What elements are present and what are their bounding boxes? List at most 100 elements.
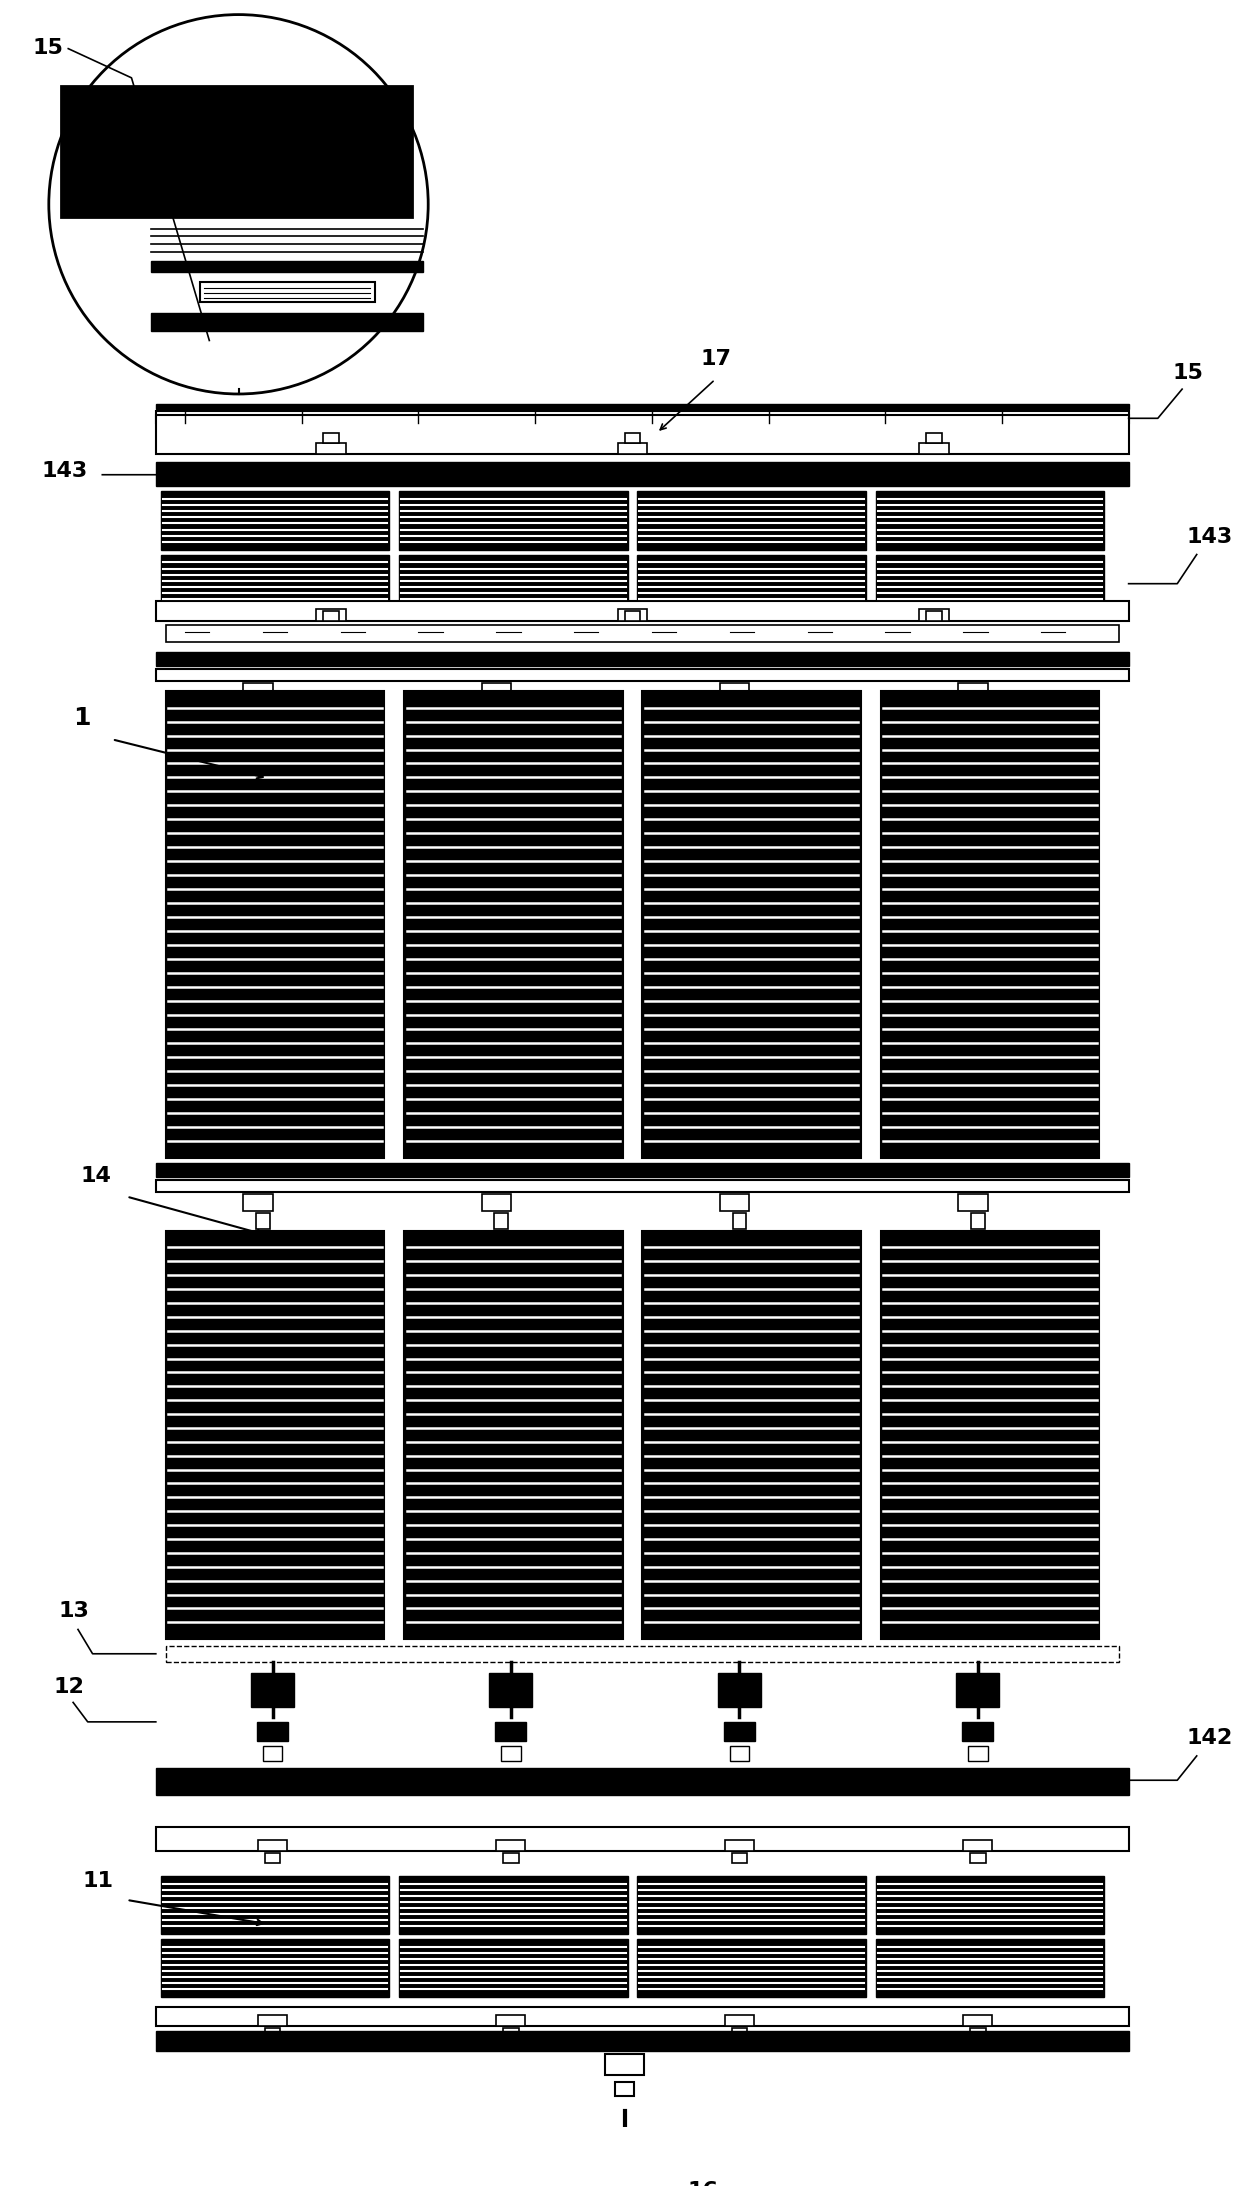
Bar — [61, 85, 412, 216]
Bar — [265, 1854, 280, 1862]
Bar — [166, 691, 384, 1159]
Bar — [725, 2015, 754, 2026]
Text: 13: 13 — [59, 1600, 89, 1620]
Bar — [243, 682, 272, 700]
Bar — [156, 2031, 1128, 2050]
Bar — [638, 555, 866, 612]
Text: 14: 14 — [80, 1165, 112, 1187]
Bar — [956, 1672, 999, 1707]
Bar — [399, 1876, 628, 1935]
Text: 15: 15 — [33, 37, 63, 57]
Bar — [166, 1231, 384, 1640]
Bar — [617, 610, 648, 621]
Bar — [399, 555, 628, 612]
Bar — [926, 433, 941, 442]
Bar — [617, 442, 648, 455]
Bar — [323, 433, 339, 442]
Bar — [971, 702, 985, 717]
Text: 12: 12 — [54, 1677, 84, 1696]
Bar — [404, 1231, 622, 1640]
Bar — [920, 610, 949, 621]
Text: 142: 142 — [1187, 1729, 1234, 1749]
Bar — [876, 492, 1104, 549]
Bar — [243, 1194, 272, 1211]
Bar — [643, 1231, 861, 1640]
Text: 15: 15 — [1172, 363, 1204, 383]
Bar — [876, 1939, 1104, 1998]
Bar — [503, 2029, 518, 2037]
Bar — [926, 610, 941, 621]
Bar — [156, 415, 1128, 455]
Bar — [638, 1876, 866, 1935]
Bar — [399, 1939, 628, 1998]
Bar — [638, 492, 866, 549]
Bar — [729, 1747, 749, 1760]
Bar — [964, 1841, 993, 1852]
Bar — [970, 1854, 985, 1862]
Bar — [156, 1163, 1128, 1176]
Bar — [156, 669, 1128, 682]
Bar — [964, 2015, 993, 2026]
Bar — [251, 1672, 294, 1707]
Bar — [161, 492, 389, 549]
Bar — [156, 1180, 1128, 1191]
Bar — [161, 1939, 389, 1998]
Bar — [959, 1194, 988, 1211]
Bar — [638, 1939, 866, 1998]
Bar — [256, 1213, 270, 1229]
Bar — [404, 691, 622, 1159]
Bar — [615, 2081, 635, 2096]
Bar — [156, 1827, 1128, 1852]
Bar — [503, 1854, 518, 1862]
Bar — [496, 2015, 526, 2026]
Bar — [166, 625, 1119, 643]
Bar — [265, 2029, 280, 2037]
Bar — [256, 702, 270, 717]
Text: 17: 17 — [700, 350, 732, 369]
Bar — [732, 1854, 747, 1862]
Bar — [718, 1672, 761, 1707]
Bar — [732, 2029, 747, 2037]
Bar — [316, 442, 345, 455]
Bar — [259, 2015, 287, 2026]
Bar — [733, 702, 747, 717]
Bar — [881, 1231, 1099, 1640]
Bar — [496, 1841, 526, 1852]
Bar — [259, 1841, 287, 1852]
Bar — [720, 1194, 749, 1211]
Bar — [156, 1768, 1128, 1795]
Bar — [725, 1841, 754, 1852]
Bar — [496, 1723, 526, 1742]
Bar — [971, 1213, 985, 1229]
Bar — [968, 1747, 988, 1760]
Bar — [494, 1213, 508, 1229]
Bar — [970, 2029, 985, 2037]
Bar — [166, 1646, 1119, 1661]
Text: 143: 143 — [1187, 527, 1234, 546]
Bar — [881, 691, 1099, 1159]
Bar — [482, 682, 511, 700]
Bar — [959, 682, 988, 700]
Bar — [161, 555, 389, 612]
Bar — [720, 682, 749, 700]
Bar — [156, 601, 1128, 621]
Bar — [963, 1723, 994, 1742]
Text: 1: 1 — [73, 706, 90, 730]
Bar — [724, 1723, 756, 1742]
Bar — [643, 691, 861, 1159]
Bar — [161, 1876, 389, 1935]
Bar — [625, 610, 640, 621]
Bar — [501, 1747, 521, 1760]
Bar — [200, 282, 375, 302]
Bar — [257, 1723, 289, 1742]
Bar — [876, 1876, 1104, 1935]
Bar — [876, 555, 1104, 612]
Text: 16: 16 — [688, 2182, 719, 2186]
Bar — [156, 411, 1128, 424]
Text: 11: 11 — [83, 1871, 114, 1891]
Bar — [151, 313, 423, 330]
Bar — [156, 461, 1128, 487]
Bar — [156, 2007, 1128, 2026]
Bar — [489, 1672, 532, 1707]
Bar — [156, 404, 1128, 409]
